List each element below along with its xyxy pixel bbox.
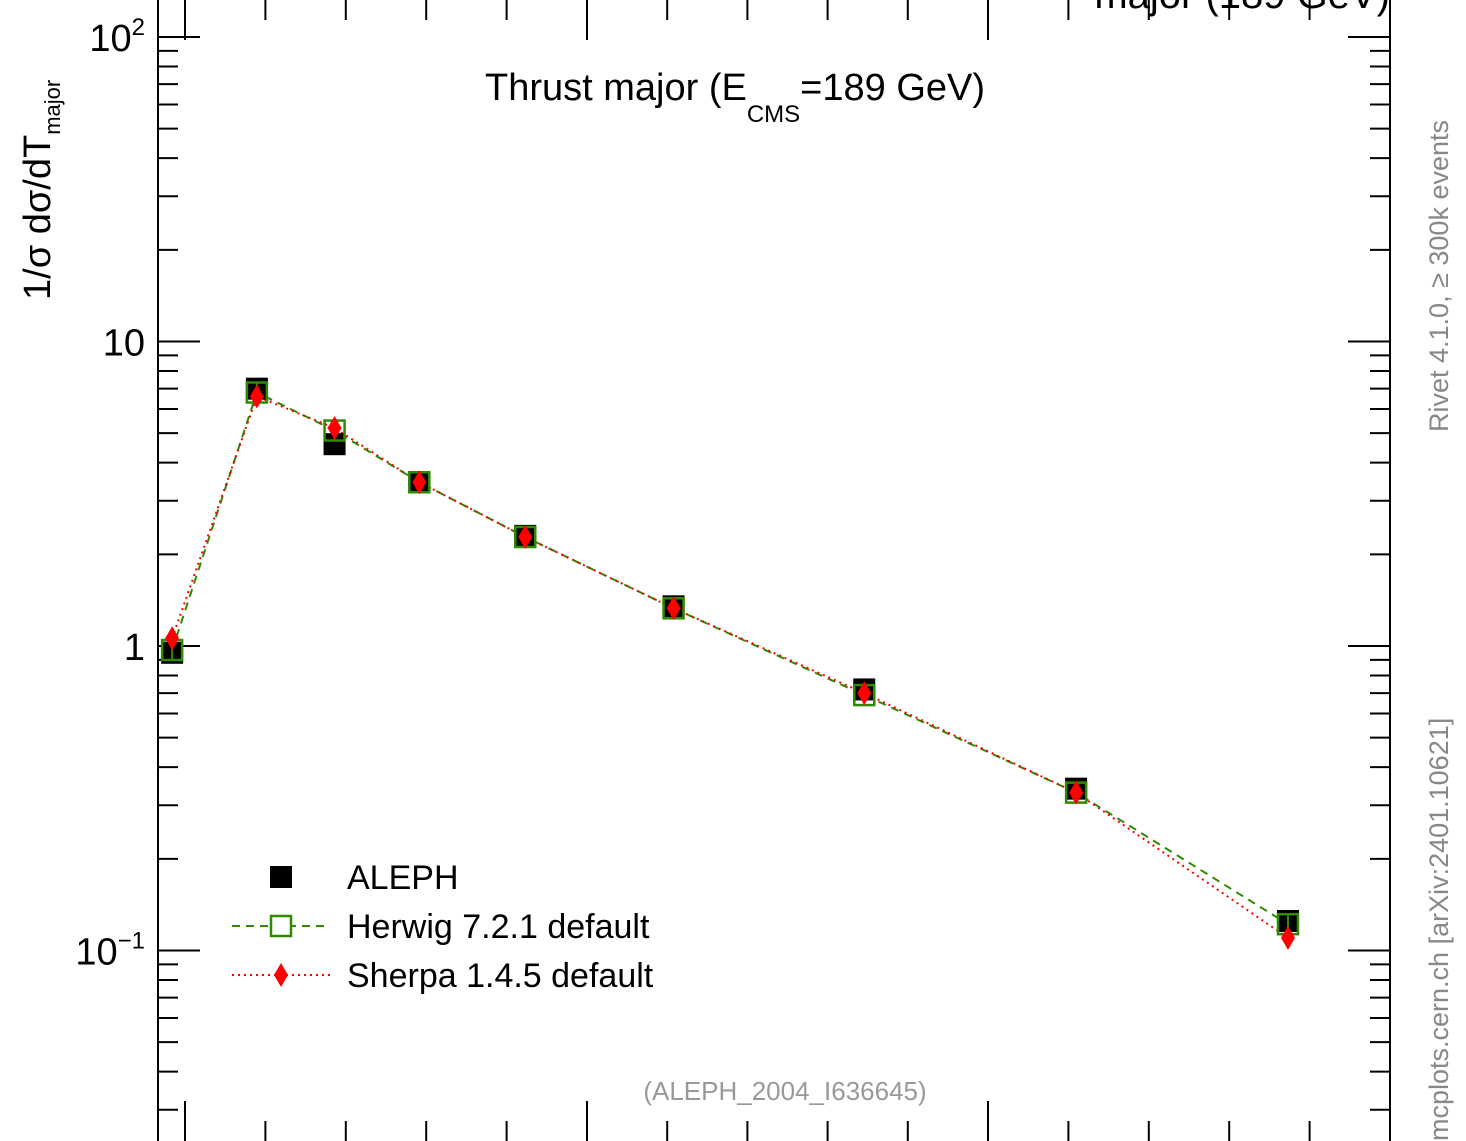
y-axis-label-main: 1/σ dσ/dT bbox=[17, 135, 59, 300]
y-axis-label-sub: major bbox=[40, 80, 65, 135]
series-line-1 bbox=[171, 391, 1289, 926]
y-tick-label: 10−1 bbox=[75, 928, 145, 974]
legend-label-1: Herwig 7.2.1 default bbox=[347, 908, 650, 946]
side-text-top: Rivet 4.1.0, ≥ 300k events bbox=[1424, 120, 1454, 432]
data-marks bbox=[160, 377, 1300, 950]
data-point-2-8 bbox=[1281, 925, 1295, 950]
series-line-2 bbox=[171, 395, 1289, 939]
top-cut-text: major (189 GeV) bbox=[1094, 0, 1390, 17]
series-lines bbox=[171, 391, 1289, 939]
chart-title: Thrust major (ECMS=189 GeV) bbox=[485, 67, 985, 128]
data-point-2-1 bbox=[249, 384, 264, 409]
legend-label-0: ALEPH bbox=[347, 859, 459, 897]
y-tick-labels: 102 10 1 10−1 bbox=[75, 14, 145, 974]
side-text-bottom: mcplots.cern.ch [arXiv:2401.10621] bbox=[1424, 718, 1454, 1141]
chart-title-sub: CMS bbox=[747, 101, 800, 128]
analysis-annotation: (ALEPH_2004_I636645) bbox=[643, 1076, 926, 1106]
chart-title-suffix: =189 GeV) bbox=[800, 67, 985, 109]
legend-marker-0 bbox=[270, 866, 292, 888]
plot-frame bbox=[157, 0, 1391, 1141]
svg-text:1/σ dσ/dTmajor: 1/σ dσ/dTmajor bbox=[17, 80, 65, 300]
legend: ALEPH Herwig 7.2.1 default Sherpa 1.4.5 de… bbox=[232, 859, 654, 995]
data-point-2-7 bbox=[1069, 780, 1084, 805]
data-point-2-4 bbox=[518, 525, 533, 550]
legend-marker-1 bbox=[269, 914, 293, 938]
y-axis-label: 1/σ dσ/dTmajor bbox=[17, 80, 65, 300]
data-point-2-0 bbox=[165, 626, 180, 651]
y-tick-label: 102 bbox=[89, 14, 145, 60]
data-point-0-2 bbox=[323, 433, 346, 456]
y-tick-label: 10 bbox=[103, 323, 145, 365]
axis-ticks bbox=[158, 0, 1391, 1141]
legend-marker-2 bbox=[274, 963, 288, 987]
data-point-2-6 bbox=[857, 681, 872, 706]
data-point-2-2 bbox=[327, 415, 342, 440]
y-tick-label: 1 bbox=[124, 627, 145, 669]
data-point-2-5 bbox=[666, 596, 681, 621]
data-point-2-3 bbox=[412, 470, 427, 495]
legend-label-2: Sherpa 1.4.5 default bbox=[347, 957, 654, 995]
